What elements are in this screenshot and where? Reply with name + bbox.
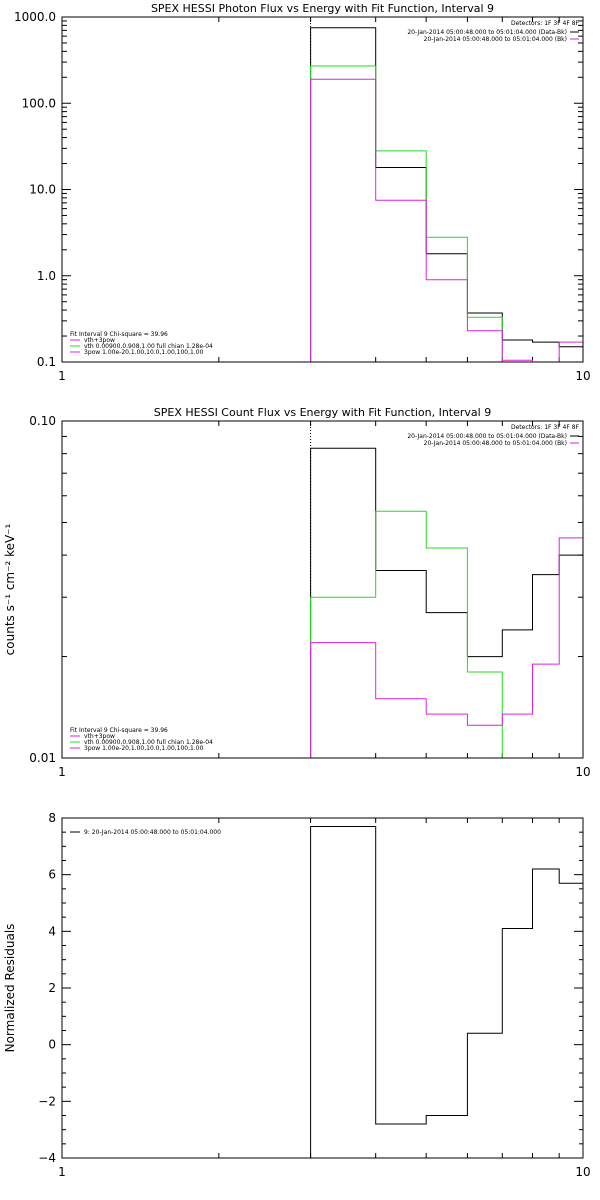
legend-right-entry: 20-Jan-2014 05:00:48.000 to 05:01:04.000… [407, 433, 567, 440]
legend-left-entry: Fit Interval 9 Chi-square = 39.96 [70, 331, 168, 338]
legend-left-entry: vth 0.00900,0.908,1.00 full chian 1.28e-… [84, 739, 213, 746]
series-black-line [310, 27, 583, 362]
detectors-label: Detectors: 1F 3F 4F 8F [511, 424, 580, 431]
y-tick-label: 100.0 [22, 96, 56, 110]
y-tick-label: 8 [48, 811, 56, 825]
x-tick-label: 10 [575, 369, 590, 383]
axis-ticks [61, 817, 584, 1159]
chart-title: SPEX HESSI Photon Flux vs Energy with Fi… [151, 2, 494, 15]
y-tick-label: 4 [48, 924, 56, 938]
x-tick-label: 1 [58, 369, 66, 383]
y-tick-label: 10.0 [29, 183, 56, 197]
legend-left-entry: 3pow 1.00e-20,1.00,10.0,1.00,100,1.00 [84, 349, 204, 356]
axis-ticks [61, 420, 584, 759]
x-tick-label: 1 [58, 1165, 66, 1179]
legend-left-entry: 3pow 1.00e-20,1.00,10.0,1.00,100,1.00 [84, 745, 204, 752]
legend-left-entry: 9: 20-Jan-2014 05:00:48.000 to 05:01:04.… [84, 829, 221, 836]
y-tick-label: 0.01 [29, 751, 56, 765]
plot-data [310, 17, 583, 362]
series-magenta-line [310, 78, 583, 362]
plot-frame [61, 16, 584, 363]
y-axis-label: Normalized Residuals [3, 924, 17, 1053]
y-tick-label: 0.1 [37, 355, 56, 369]
y-tick-label: 6 [48, 868, 56, 882]
x-tick-label: 10 [575, 1165, 590, 1179]
plot-data [310, 826, 583, 1158]
legend-left-entry: Fit Interval 9 Chi-square = 39.96 [70, 727, 168, 734]
count-flux-panel: SPEX HESSI Count Flux vs Energy with Fit… [3, 406, 591, 779]
y-tick-label: 0 [48, 1038, 56, 1052]
y-tick-label: −2 [38, 1094, 56, 1108]
legend-right-entry: 20-Jan-2014 05:00:48.000 to 05:01:04.000… [407, 29, 567, 36]
plot-frame [61, 420, 584, 759]
series-magenta-line [310, 537, 583, 758]
y-axis-label: counts s⁻¹ cm⁻² keV⁻¹ [3, 523, 17, 655]
y-tick-label: 0.10 [29, 414, 56, 428]
chart-title: SPEX HESSI Count Flux vs Energy with Fit… [154, 406, 491, 419]
plot-data [310, 421, 583, 758]
x-tick-label: 10 [575, 765, 590, 779]
y-tick-label: −4 [38, 1151, 56, 1165]
y-tick-label: 1000.0 [14, 10, 56, 24]
photon-flux-panel: SPEX HESSI Photon Flux vs Energy with Fi… [14, 2, 591, 383]
legend-left-entry: vth 0.00900,0.908,1.00 full chian 1.28e-… [84, 343, 213, 350]
plot-frame [61, 817, 584, 1159]
axis-ticks [61, 16, 584, 363]
series-black-line [310, 447, 583, 758]
x-tick-label: 1 [58, 765, 66, 779]
series-green-line [310, 65, 583, 362]
legend-left-entry: vth+3pow [84, 337, 115, 344]
detectors-label: Detectors: 1F 3F 4F 8F [511, 20, 580, 27]
y-tick-label: 2 [48, 981, 56, 995]
legend-right-entry: 20-Jan-2014 05:00:48.000 to 05:01:04.000… [424, 440, 567, 447]
legend-left-entry: vth+3pow [84, 733, 115, 740]
legend-right-entry: 20-Jan-2014 05:00:48.000 to 05:01:04.000… [424, 36, 567, 43]
residuals-panel: Normalized Residuals 1 10 −4 −2 0 2 4 6 8 9: 20-Ja… [3, 811, 591, 1179]
series-black-line [310, 826, 583, 1158]
series-green-line [310, 510, 583, 758]
y-tick-label: 1.0 [37, 269, 56, 283]
